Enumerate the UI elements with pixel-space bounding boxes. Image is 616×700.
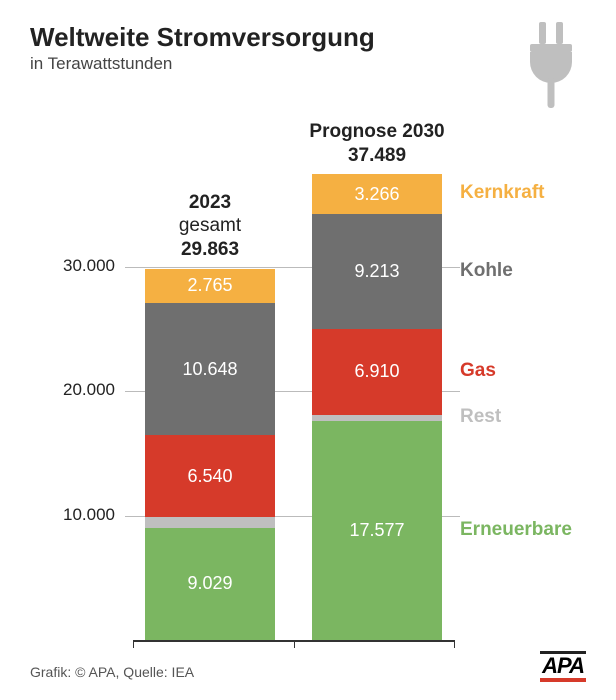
y-axis-tick-label: 10.000 bbox=[30, 505, 115, 525]
footer-credit: Grafik: © APA, Quelle: IEA bbox=[30, 664, 194, 680]
category-label-rest: Rest bbox=[460, 406, 501, 428]
page-subtitle: in Terawattstunden bbox=[30, 54, 172, 74]
bar-header: 2023gesamt29.863 bbox=[125, 191, 295, 262]
bar-segment-kohle: 10.648 bbox=[145, 303, 275, 435]
page-title: Weltweite Stromversorgung bbox=[30, 22, 375, 53]
x-axis-tick bbox=[294, 640, 295, 648]
bar: 3.2669.2136.91017.577 bbox=[312, 174, 442, 640]
stacked-bar-chart: 10.00020.00030.0002.76510.6486.5409.0292… bbox=[30, 100, 586, 640]
bar-segment-kernkraft: 2.765 bbox=[145, 269, 275, 303]
y-axis-tick-label: 30.000 bbox=[30, 256, 115, 276]
category-label-erneuerbare: Erneuerbare bbox=[460, 519, 572, 541]
x-axis-tick bbox=[454, 640, 455, 648]
bar-segment-gas: 6.540 bbox=[145, 435, 275, 516]
bar-segment-rest bbox=[145, 517, 275, 528]
bar-segment-erneuerbare: 9.029 bbox=[145, 528, 275, 640]
bar-segment-kohle: 9.213 bbox=[312, 214, 442, 329]
apa-logo: APA bbox=[540, 651, 586, 682]
category-label-gas: Gas bbox=[460, 360, 496, 382]
bar: 2.76510.6486.540 9.029 bbox=[145, 269, 275, 640]
bar-header: Prognose 203037.489 bbox=[292, 120, 462, 168]
bar-segment-kernkraft: 3.266 bbox=[312, 174, 442, 215]
category-label-kohle: Kohle bbox=[460, 260, 513, 282]
category-label-kernkraft: Kernkraft bbox=[460, 182, 544, 204]
y-axis-tick-label: 20.000 bbox=[30, 380, 115, 400]
x-axis-tick bbox=[133, 640, 134, 648]
bar-segment-gas: 6.910 bbox=[312, 329, 442, 415]
bar-segment-erneuerbare: 17.577 bbox=[312, 421, 442, 640]
